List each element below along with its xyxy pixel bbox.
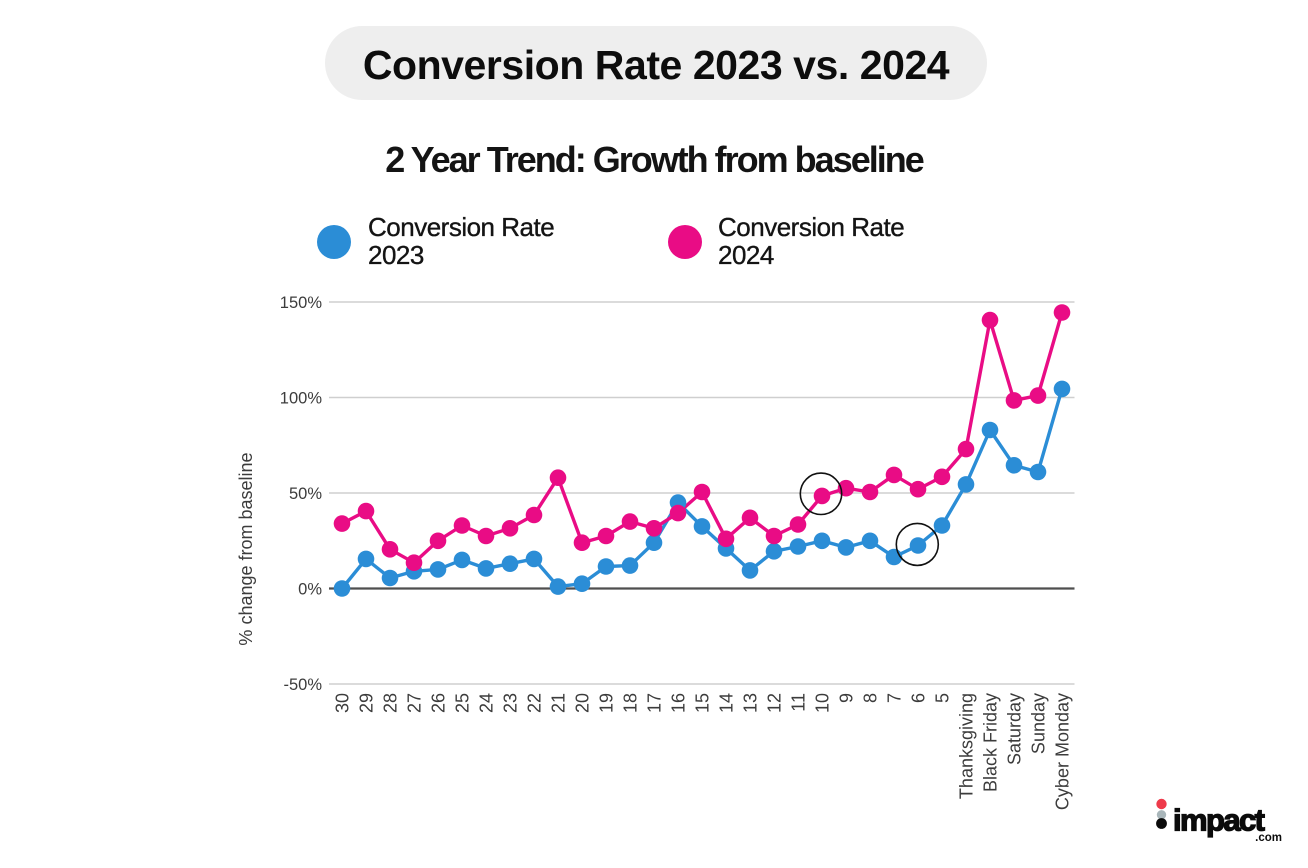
svg-text:Saturday: Saturday: [1005, 693, 1025, 765]
svg-text:19: 19: [597, 693, 617, 713]
svg-text:21: 21: [549, 693, 569, 713]
svg-text:24: 24: [477, 693, 497, 713]
svg-text:13: 13: [741, 693, 761, 713]
svg-text:Black Friday: Black Friday: [981, 693, 1001, 792]
svg-text:6: 6: [909, 693, 929, 703]
svg-text:28: 28: [381, 693, 401, 713]
svg-text:5: 5: [933, 693, 953, 703]
svg-text:15: 15: [693, 693, 713, 713]
svg-text:18: 18: [621, 693, 641, 713]
svg-text:150%: 150%: [280, 294, 323, 312]
svg-text:16: 16: [669, 693, 689, 713]
svg-text:11: 11: [789, 693, 809, 712]
svg-text:26: 26: [429, 693, 449, 713]
svg-text:-50%: -50%: [283, 676, 322, 694]
svg-text:50%: 50%: [289, 485, 322, 503]
svg-text:.com: .com: [1255, 832, 1282, 844]
svg-text:27: 27: [405, 693, 425, 713]
svg-text:0%: 0%: [298, 581, 322, 599]
svg-text:% change from baseline: % change from baseline: [236, 452, 256, 645]
svg-text:30: 30: [333, 693, 353, 713]
svg-text:25: 25: [453, 693, 473, 713]
svg-text:Sunday: Sunday: [1029, 693, 1049, 754]
svg-text:8: 8: [861, 693, 881, 703]
svg-text:10: 10: [813, 693, 833, 713]
svg-text:impact: impact: [1173, 803, 1265, 838]
svg-text:22: 22: [525, 693, 545, 713]
svg-text:20: 20: [573, 693, 593, 713]
svg-text:14: 14: [717, 693, 737, 713]
svg-text:23: 23: [501, 693, 521, 713]
svg-text:12: 12: [765, 693, 785, 713]
svg-text:Cyber Monday: Cyber Monday: [1053, 693, 1073, 810]
svg-text:29: 29: [357, 693, 377, 713]
svg-text:9: 9: [837, 693, 857, 703]
svg-text:100%: 100%: [280, 390, 323, 408]
svg-text:7: 7: [885, 693, 905, 703]
svg-text:17: 17: [645, 693, 665, 713]
svg-text:Thanksgiving: Thanksgiving: [957, 693, 977, 799]
